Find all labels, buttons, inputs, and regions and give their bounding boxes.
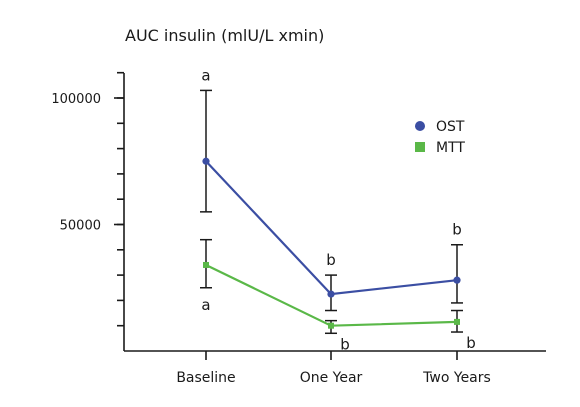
y-tick-label: 50000 bbox=[60, 219, 101, 234]
legend-label: MTT bbox=[436, 140, 465, 156]
series-layer: a b b a b b bbox=[200, 66, 476, 353]
significance-label: b bbox=[466, 334, 476, 352]
data-point bbox=[328, 322, 334, 329]
data-point bbox=[453, 276, 461, 284]
x-tick-label: Two Years bbox=[422, 370, 491, 386]
x-tick-label: Baseline bbox=[176, 370, 235, 386]
y-ticks: 50000 100000 Baseline One Year Two Years bbox=[51, 71, 491, 386]
legend-marker bbox=[415, 142, 425, 152]
significance-label: b bbox=[340, 335, 350, 353]
legend: OST MTT bbox=[415, 119, 465, 156]
significance-label: b bbox=[452, 221, 462, 239]
axes bbox=[123, 73, 546, 352]
data-point bbox=[454, 318, 460, 325]
legend-marker bbox=[415, 121, 425, 131]
significance-label: a bbox=[201, 66, 210, 84]
data-point bbox=[327, 290, 335, 298]
data-point bbox=[203, 261, 209, 268]
data-point bbox=[202, 157, 210, 165]
significance-label: a bbox=[201, 296, 210, 314]
legend-label: OST bbox=[436, 119, 465, 135]
series-ost: a b b bbox=[200, 66, 463, 312]
significance-label: b bbox=[326, 251, 336, 269]
chart-title: AUC insulin (mlU/L xmin) bbox=[125, 26, 324, 45]
y-tick-label: 100000 bbox=[51, 92, 101, 107]
x-tick-label: One Year bbox=[300, 370, 363, 386]
series-mtt: a b b bbox=[200, 238, 476, 353]
series-line bbox=[205, 160, 458, 296]
